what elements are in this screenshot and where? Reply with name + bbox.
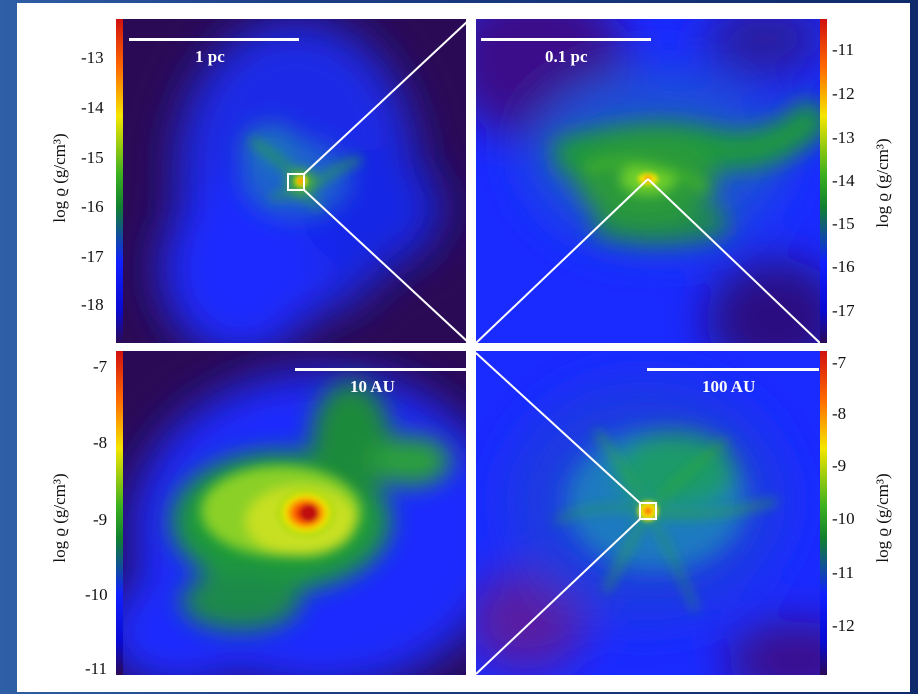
- tick-label: -11: [85, 659, 108, 678]
- scale-bar-bottom-right: [647, 368, 819, 371]
- tick-label: -10: [832, 509, 855, 528]
- tick-label: -14: [81, 98, 104, 117]
- tick-label: -15: [81, 148, 104, 167]
- colorbar-bottom-left: [116, 351, 123, 675]
- tick-label: -16: [832, 257, 855, 276]
- scale-label-bottom-right: 100 AU: [702, 377, 756, 396]
- tick-label: -18: [81, 295, 104, 314]
- tick-label: -9: [832, 456, 847, 475]
- colorbar-top-right: [820, 19, 827, 343]
- colorbar-bottom-right: [820, 351, 827, 675]
- scale-bar-bottom-left: [295, 368, 467, 371]
- scale-bar-top-right: [481, 38, 651, 41]
- tick-label: -11: [832, 563, 855, 582]
- axis-label-top-left: log ϱ (g/cm³): [50, 133, 69, 223]
- tick-label: -17: [81, 247, 104, 266]
- tick-label: -7: [93, 357, 108, 376]
- tick-label: -12: [832, 84, 855, 103]
- tick-label: -16: [81, 197, 104, 216]
- scale-label-top-right: 0.1 pc: [545, 47, 588, 66]
- tick-label: -12: [832, 616, 855, 635]
- tick-label: -11: [832, 40, 855, 59]
- density-map-top-left: [121, 19, 466, 343]
- tick-label: -13: [81, 48, 104, 67]
- axis-label-bottom-left: log ϱ (g/cm³): [50, 473, 69, 563]
- tick-label: -7: [832, 353, 847, 372]
- tick-label: -15: [832, 214, 855, 233]
- figure-sheet: 1 pc 0.1 pc 10 AU 100 AU -13 -14 -15 -16…: [17, 3, 910, 692]
- tick-label: -8: [832, 404, 847, 423]
- axis-label-top-right: log ϱ (g/cm³): [873, 138, 892, 228]
- colorbar-top-left: [116, 19, 123, 343]
- scale-bar-top-left: [129, 38, 299, 41]
- density-map-bottom-left: [121, 351, 466, 675]
- tick-label: -14: [832, 171, 855, 190]
- scale-label-top-left: 1 pc: [195, 47, 225, 66]
- tick-label: -8: [93, 433, 108, 452]
- tick-label: -9: [93, 510, 108, 529]
- density-map-top-right: [476, 19, 820, 343]
- density-map-bottom-right: [476, 351, 820, 675]
- tick-label: -17: [832, 301, 855, 320]
- scale-label-bottom-left: 10 AU: [350, 377, 395, 396]
- tick-label: -13: [832, 128, 855, 147]
- tick-label: -10: [85, 585, 108, 604]
- axis-label-bottom-right: log ϱ (g/cm³): [873, 473, 892, 563]
